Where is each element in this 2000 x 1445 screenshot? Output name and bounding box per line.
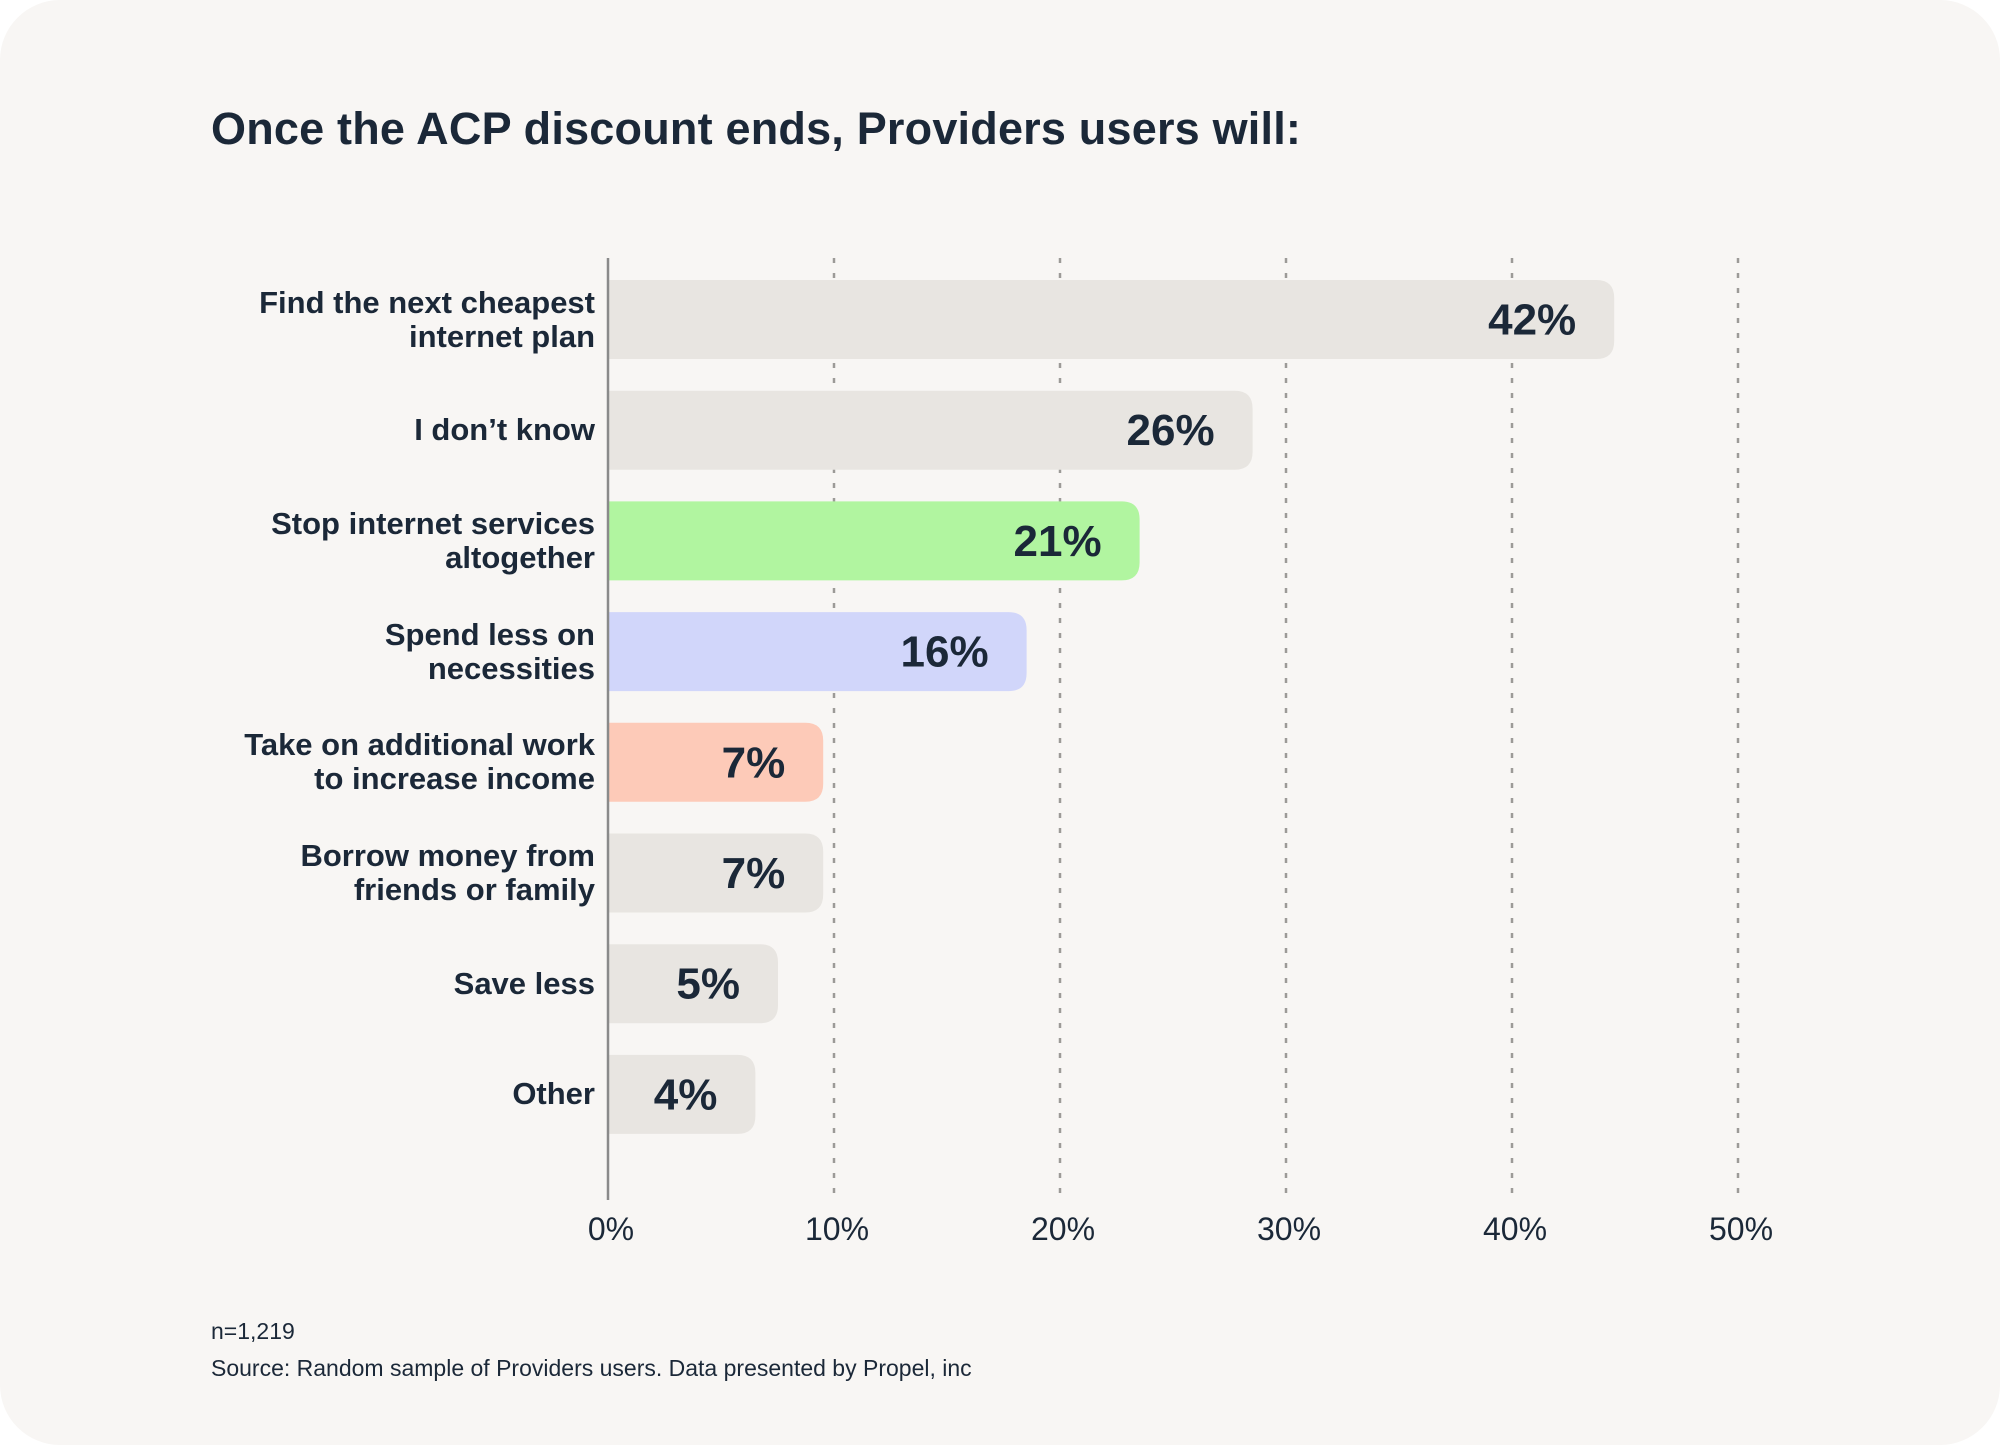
category-label: Find the next cheapest internet plan — [175, 284, 595, 354]
data-label: 7% — [722, 738, 786, 787]
bar — [608, 390, 1253, 470]
bar — [608, 722, 824, 802]
category-label-line: to increase income — [314, 761, 595, 797]
data-label: 42% — [1488, 296, 1576, 345]
x-tick-label: 30% — [1257, 1211, 1321, 1247]
bar — [608, 612, 1027, 692]
bar — [608, 833, 824, 913]
bar — [608, 1054, 756, 1134]
data-label: 16% — [901, 628, 989, 677]
category-label-line: internet plan — [408, 318, 595, 354]
category-label: Save less — [175, 965, 595, 1001]
data-label: 21% — [1014, 517, 1102, 566]
category-label-line: Find the next cheapest — [259, 284, 595, 320]
category-label-line: Save less — [453, 965, 595, 1001]
category-label: I don’t know — [175, 413, 595, 447]
x-tick-label: 40% — [1483, 1211, 1547, 1247]
category-label-line: altogether — [445, 539, 595, 575]
category-label: Spend less on necessities — [175, 616, 595, 686]
category-label-line: Stop internet services — [271, 505, 595, 541]
category-label: Other — [175, 1077, 595, 1111]
category-label-line: friends or family — [353, 872, 595, 907]
x-tick-label: 50% — [1709, 1211, 1773, 1247]
category-label: Stop internet services altogether — [175, 505, 595, 575]
category-label-line: Spend less on — [384, 616, 595, 652]
data-label: 7% — [722, 849, 786, 898]
category-label: Take on additional work to increase incom… — [175, 728, 595, 796]
x-tick-label: 0% — [588, 1211, 634, 1247]
sample-size-note: n=1,219 — [211, 1318, 295, 1344]
bar — [608, 280, 1615, 359]
data-label: 5% — [676, 960, 740, 1009]
chart-footer: n=1,219 Source: Random sample of Provide… — [211, 1318, 972, 1392]
source-note: Source: Random sample of Providers users… — [211, 1355, 972, 1381]
category-label-line: Borrow money from — [300, 838, 595, 873]
category-label: Borrow money from friends or family — [175, 839, 595, 907]
x-tick-label: 20% — [1031, 1211, 1095, 1247]
category-label-line: I don’t know — [414, 412, 595, 448]
bar — [608, 501, 1140, 581]
category-label-line: necessities — [427, 650, 595, 686]
bar — [608, 944, 778, 1024]
data-label: 26% — [1127, 406, 1215, 455]
data-label: 4% — [654, 1070, 718, 1119]
category-label-line: Other — [512, 1076, 595, 1112]
category-label-line: Take on additional work — [244, 727, 595, 763]
chart-title: Once the ACP discount ends, Providers us… — [211, 103, 1302, 154]
x-tick-label: 10% — [805, 1211, 869, 1247]
